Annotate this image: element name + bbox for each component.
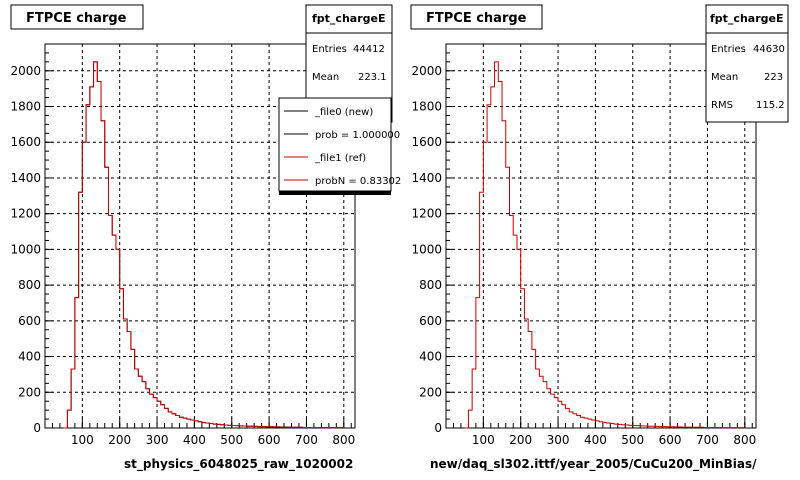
legend-label-ref: _file1 (ref) [314, 153, 366, 164]
stats-value-entries: 44412 [353, 44, 385, 55]
stats-label-rms: RMS [711, 100, 733, 111]
y-tick-label: 400 [18, 350, 41, 364]
y-tick-label: 600 [419, 314, 442, 328]
x-tick-label: 600 [659, 433, 682, 447]
legend-label-new: _file0 (new) [314, 107, 373, 118]
x-tick-label: 300 [146, 433, 169, 447]
x-tick-label: 700 [696, 433, 719, 447]
stats-value-entries: 44630 [753, 44, 785, 55]
stats-value-rms: 115.2 [756, 100, 785, 111]
histogram-series [464, 61, 745, 429]
x-tick-label: 500 [220, 433, 243, 447]
y-axis-ticks: 0 200 400 600 800 1000 1200 1400 1600 1800 2000 [411, 43, 454, 435]
histogram-line-ref [464, 61, 745, 429]
y-tick-label: 1000 [10, 242, 41, 256]
y-tick-label: 2000 [411, 64, 442, 78]
stats-box: fpt_chargeE Entries 44630 Mean 223 RMS 1… [705, 4, 789, 123]
y-tick-label: 1800 [411, 100, 442, 114]
stats-label-entries: Entries [711, 44, 746, 55]
stats-label-mean: Mean [711, 72, 738, 83]
stats-value-mean: 223 [764, 72, 783, 83]
x-tick-label: 100 [71, 433, 94, 447]
legend-label-prob: prob = 1.000000 [315, 130, 400, 141]
title-box [410, 4, 543, 30]
y-tick-label: 200 [419, 385, 442, 399]
y-tick-label: 2000 [10, 64, 41, 78]
y-tick-label: 1800 [10, 100, 41, 114]
y-tick-label: 1200 [10, 207, 41, 221]
stats-name: fpt_chargeE [710, 12, 783, 25]
x-tick-label: 400 [584, 433, 607, 447]
y-axis-ticks: 0 200 400 600 800 1000 1200 1400 1600 1800 2000 [10, 43, 53, 435]
x-tick-label: 600 [258, 433, 281, 447]
x-tick-label: 200 [108, 433, 131, 447]
y-tick-label: 0 [33, 421, 41, 435]
x-tick-label: 100 [472, 433, 495, 447]
grid-lines [446, 44, 756, 428]
histogram-title: FTPCE charge [26, 11, 127, 26]
histogram-series [63, 61, 344, 429]
x-tick-label: 800 [332, 433, 355, 447]
stats-value-mean: 223.1 [358, 72, 387, 83]
legend-label-probn: probN = 0.83302 [315, 176, 401, 187]
y-tick-label: 1000 [411, 242, 442, 256]
axes-frame [445, 43, 757, 429]
stats-name: fpt_chargeE [312, 12, 385, 25]
stats-label-entries: Entries [312, 44, 347, 55]
y-tick-label: 1600 [411, 135, 442, 149]
stats-label-mean: Mean [312, 72, 339, 83]
x-axis-title: new/daq_sl302.ittf/year_2005/CuCu200_Min… [430, 457, 757, 472]
y-tick-label: 800 [18, 278, 41, 292]
x-axis-title: st_physics_6048025_raw_1020002 [124, 457, 353, 472]
left-histogram-pad: FTPCE charge 0 200 400 600 800 1000 1200 1400 16… [10, 4, 401, 472]
axes-frame [44, 43, 356, 429]
x-axis-ticks: 100 200 300 400 500 600 700 800 [445, 418, 756, 447]
y-tick-label: 0 [434, 421, 442, 435]
x-axis-ticks: 100 200 300 400 500 600 700 800 [44, 418, 355, 447]
y-tick-label: 200 [18, 385, 41, 399]
right-histogram-pad: FTPCE charge 0 200 400 600 800 1000 1200 1400 16… [410, 4, 789, 472]
y-tick-label: 1400 [411, 171, 442, 185]
x-tick-label: 700 [295, 433, 318, 447]
x-tick-label: 300 [547, 433, 570, 447]
histogram-line-ref [63, 61, 344, 429]
y-tick-label: 1600 [10, 135, 41, 149]
y-tick-label: 400 [419, 350, 442, 364]
legend-box: _file0 (new) prob = 1.000000 _file1 (ref… [278, 97, 401, 195]
y-tick-label: 600 [18, 314, 41, 328]
x-tick-label: 800 [733, 433, 756, 447]
x-tick-label: 200 [509, 433, 532, 447]
histogram-title: FTPCE charge [426, 11, 527, 26]
y-tick-label: 1400 [10, 171, 41, 185]
y-tick-label: 800 [419, 278, 442, 292]
title-box [10, 4, 144, 30]
x-tick-label: 400 [183, 433, 206, 447]
x-tick-label: 500 [621, 433, 644, 447]
y-tick-label: 1200 [411, 207, 442, 221]
